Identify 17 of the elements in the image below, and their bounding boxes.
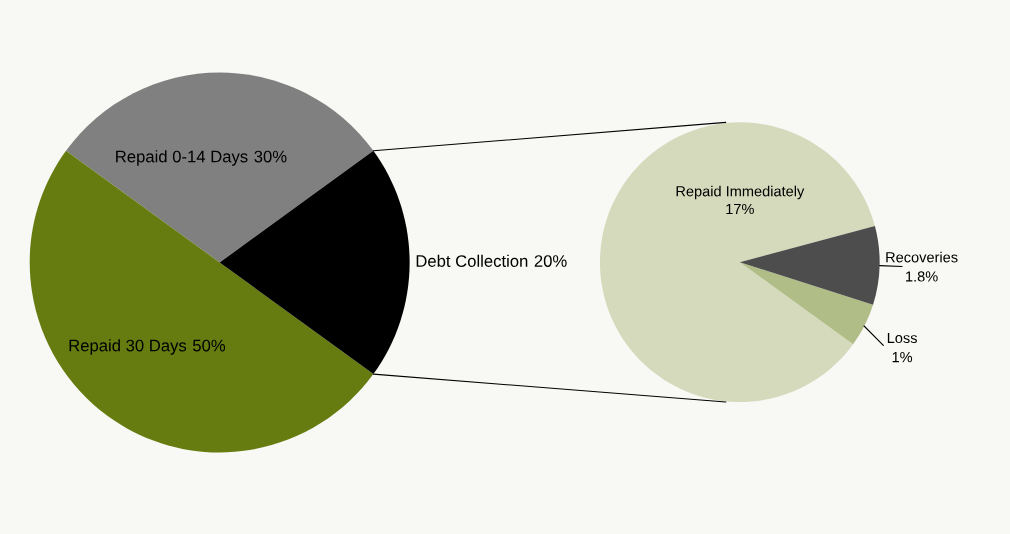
slice-label: Repaid Immediately — [676, 185, 805, 200]
data-label: 50% — [192, 339, 226, 352]
slice-label: Repaid 0-14 Days — [116, 150, 248, 166]
pie-slice — [599, 122, 875, 403]
data-label: 1% — [892, 352, 913, 363]
slice-label: Debt Collection — [416, 254, 528, 267]
slice-label: Recoveries — [886, 251, 958, 263]
slice-label: Loss — [887, 332, 917, 344]
data-label: 30% — [254, 150, 287, 163]
pie-slice — [739, 262, 874, 345]
data-label: 17% — [726, 203, 754, 215]
data-label: 1.8% — [906, 271, 938, 282]
slice-label: Repaid 30 Days — [69, 339, 187, 355]
pie-slice — [66, 72, 374, 263]
data-label: 20% — [534, 255, 567, 267]
pie-slice — [739, 226, 880, 305]
pie-slice — [29, 150, 374, 453]
